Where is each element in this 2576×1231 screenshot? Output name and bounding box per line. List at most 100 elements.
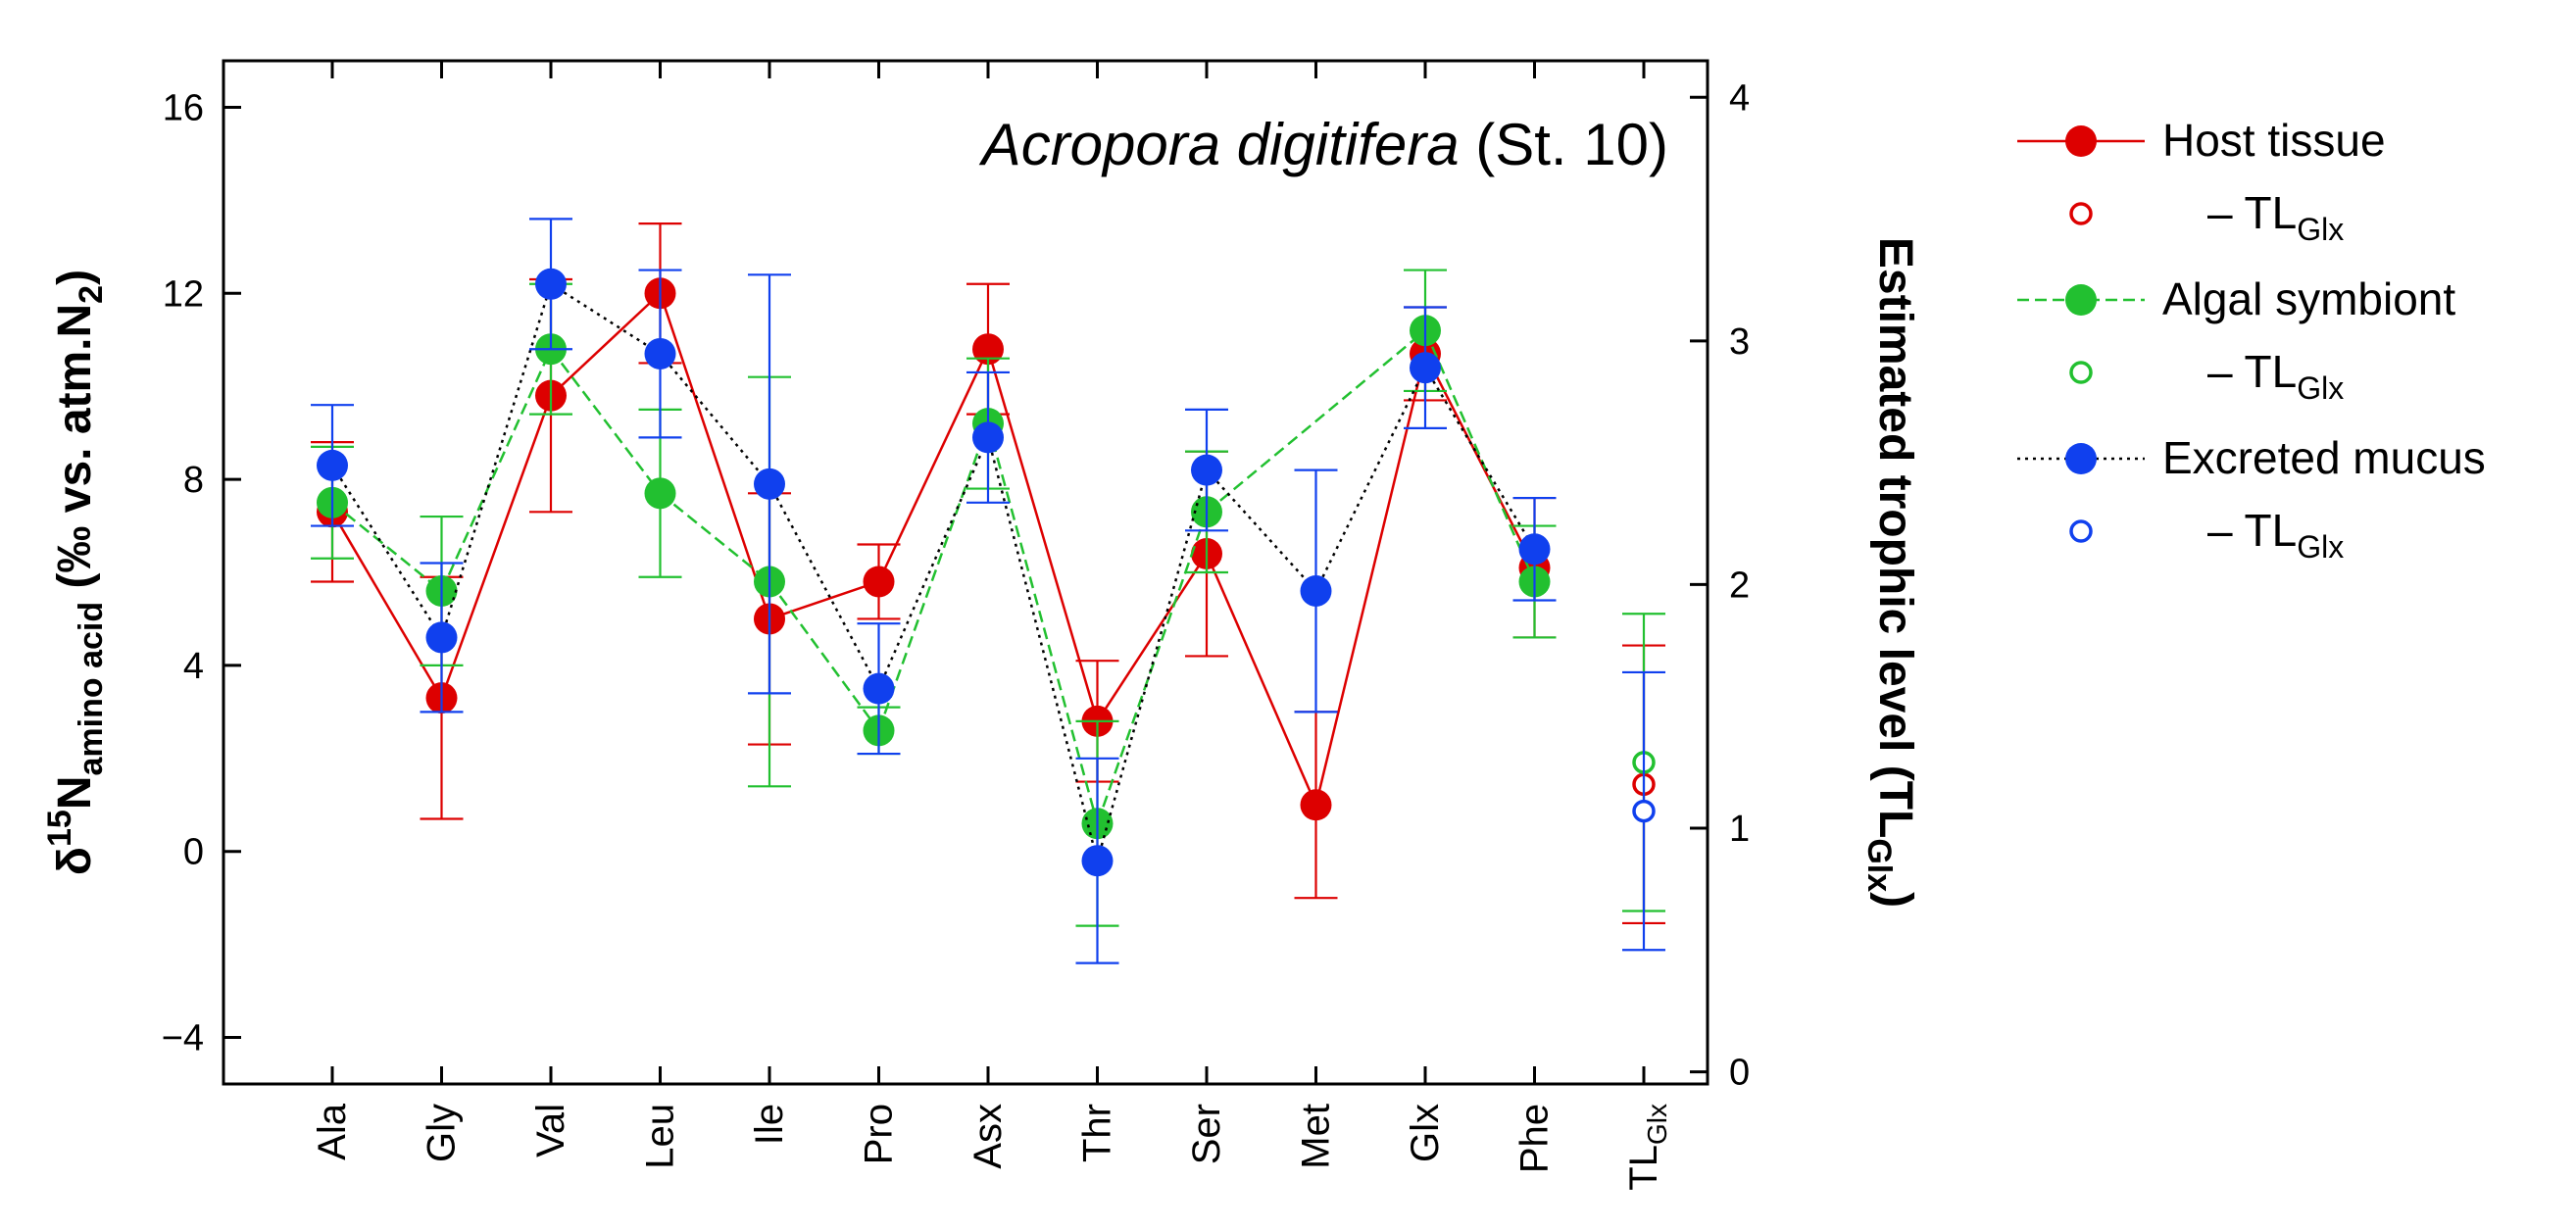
- y2-axis-label: Estimated trophic level (TLGlx): [1860, 237, 1921, 908]
- data-point: [425, 621, 458, 654]
- legend-marker: [2065, 443, 2097, 474]
- data-point: [1191, 454, 1222, 486]
- legend-tl-marker: [2069, 361, 2093, 384]
- y-tick-label: 8: [183, 460, 204, 501]
- data-point: [1300, 574, 1332, 607]
- data-point: [1300, 789, 1332, 821]
- series-line-segment: [659, 353, 770, 485]
- series-line-segment: [1096, 469, 1209, 862]
- legend-entry-tl: – TLGlx: [2069, 346, 2344, 406]
- series-line-segment: [330, 465, 443, 639]
- data-point: [644, 337, 676, 369]
- legend: Host tissue – TLGlx Algal symbiont – TLGlx E…: [2017, 115, 2486, 565]
- y-tick-label: 12: [163, 273, 204, 315]
- y-axis-label: δ15Namino acid (‰ vs. atm.N2): [41, 270, 110, 875]
- series-line-segment: [550, 348, 662, 495]
- y2-tick-label: 4: [1729, 77, 1750, 119]
- legend-tl-label: – TLGlx: [2207, 346, 2344, 406]
- data-point: [863, 566, 895, 598]
- legend-label: Algal symbiont: [2162, 273, 2455, 324]
- legend-label: Excreted mucus: [2162, 432, 2486, 483]
- legend-entry-algal-symbiont: Algal symbiont: [2017, 273, 2455, 324]
- series-line-segment: [1423, 353, 1536, 568]
- x-tick-label: Val: [529, 1104, 572, 1157]
- x-tick-label: Leu: [639, 1104, 682, 1169]
- x-tick-label: Pro: [858, 1104, 901, 1164]
- legend-entry-tl: – TLGlx: [2069, 505, 2344, 565]
- data-point: [972, 333, 1004, 366]
- series-line-segment: [440, 395, 553, 699]
- data-point: [972, 421, 1004, 454]
- series-line-segment: [440, 283, 553, 638]
- y2-tick-label: 2: [1729, 565, 1750, 606]
- x-tick-label: Thr: [1076, 1104, 1119, 1162]
- x-tick-label: Glx: [1404, 1104, 1447, 1162]
- legend-entry-host-tissue: Host tissue: [2017, 115, 2386, 166]
- plot-frame: [222, 59, 1709, 1086]
- series-excreted-mucus: [311, 218, 1665, 964]
- y2-tick-label: 1: [1729, 809, 1750, 850]
- y-tick-label: 16: [163, 87, 204, 128]
- chart-title: Acropora digitifera (St. 10): [979, 112, 1668, 177]
- series-line-segment: [1205, 553, 1317, 806]
- labels-layer: Ala Gly Val Leu Ile Pro Asx Thr Ser Met Glx Phe TLGl…: [41, 112, 1921, 1191]
- series-line-segment: [1423, 329, 1536, 582]
- tl-point: [1632, 799, 1656, 823]
- series-line-segment: [877, 422, 990, 731]
- y2-tick-label: 3: [1729, 321, 1750, 363]
- series-line-segment: [1096, 553, 1209, 722]
- series-line-segment: [986, 422, 1099, 824]
- series-line-segment: [877, 436, 990, 690]
- series-line-segment: [331, 501, 443, 592]
- x-tick-label: Gly: [421, 1104, 464, 1162]
- data-point: [863, 672, 895, 705]
- x-tick-label-tl: TLGlx: [1622, 1104, 1672, 1191]
- series-line-segment: [550, 282, 662, 356]
- x-tick-label: Phe: [1513, 1104, 1557, 1173]
- series-layer: [311, 218, 1665, 964]
- data-point: [1410, 352, 1441, 384]
- data-point: [644, 477, 676, 510]
- data-point: [317, 449, 348, 481]
- legend-entry-excreted-mucus: Excreted mucus: [2017, 432, 2486, 483]
- series-line-segment: [877, 348, 990, 583]
- series-line-segment: [1096, 511, 1209, 824]
- data-point: [1518, 533, 1551, 566]
- x-tick-label: Ser: [1185, 1104, 1228, 1164]
- data-point: [1081, 845, 1114, 877]
- series-line-segment: [1206, 468, 1317, 592]
- y-tick-label: 0: [183, 832, 204, 873]
- y2-tick-label: 0: [1729, 1053, 1750, 1094]
- data-point: [754, 468, 785, 500]
- series-line-segment: [986, 348, 1099, 722]
- series-line-segment: [768, 580, 879, 620]
- series-line-segment: [550, 292, 662, 397]
- series-line-segment: [768, 580, 880, 732]
- x-tick-label: Met: [1295, 1104, 1338, 1169]
- series-line-segment: [659, 492, 770, 583]
- legend-entry-tl: – TLGlx: [2069, 187, 2344, 247]
- x-tick-label: Asx: [966, 1104, 1010, 1169]
- legend-tl-label: – TLGlx: [2207, 187, 2344, 247]
- legend-tl-marker: [2069, 202, 2093, 225]
- series-line-segment: [986, 437, 1099, 862]
- series-line-segment: [1206, 329, 1426, 514]
- series-line-segment: [1314, 367, 1427, 592]
- legend-tl-label: – TLGlx: [2207, 505, 2344, 565]
- data-point: [535, 268, 567, 300]
- x-tick-label: Ile: [748, 1104, 791, 1145]
- legend-tl-marker: [2069, 519, 2093, 543]
- tl-point-group: [1622, 670, 1665, 952]
- y-tick-label: 4: [183, 646, 204, 687]
- series-line-segment: [440, 348, 553, 592]
- x-tick-label: Ala: [311, 1103, 354, 1160]
- legend-marker: [2065, 125, 2097, 157]
- legend-label: Host tissue: [2162, 115, 2386, 166]
- series-line-segment: [659, 292, 771, 619]
- legend-marker: [2065, 284, 2097, 316]
- y-tick-label: −4: [162, 1018, 204, 1059]
- series-line-segment: [330, 511, 443, 699]
